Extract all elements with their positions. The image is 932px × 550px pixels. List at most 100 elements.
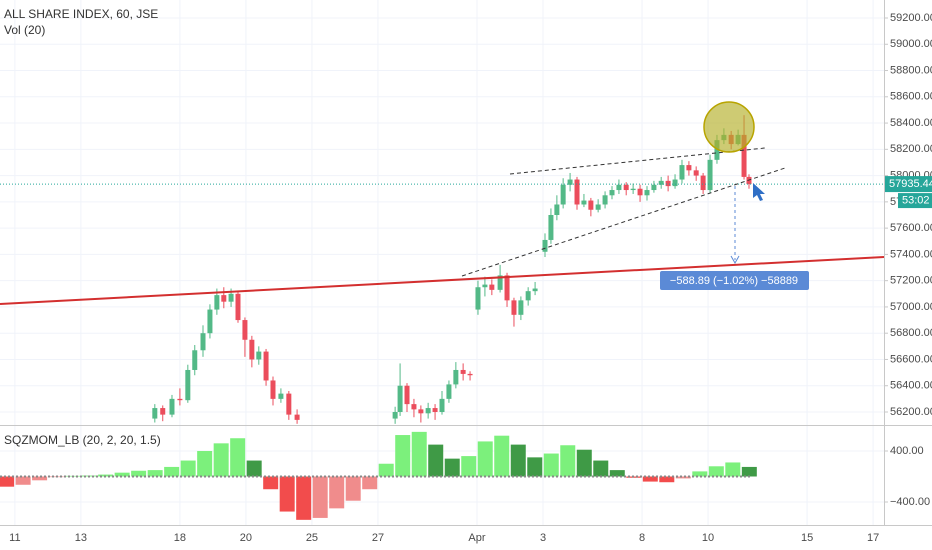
candle-body [200, 333, 206, 351]
y-tick-label: 58600.00 [890, 91, 932, 103]
candle-body [152, 408, 158, 419]
momentum-bar [461, 456, 477, 477]
momentum-bar [312, 476, 328, 518]
measure-arrowhead [730, 255, 740, 265]
momentum-bar [378, 463, 394, 477]
momentum-bar [659, 476, 675, 483]
momentum-bar [576, 449, 592, 477]
momentum-bar [642, 476, 658, 482]
x-tick-label: 17 [867, 532, 879, 544]
momentum-bar [279, 476, 295, 512]
x-tick-label: 27 [372, 532, 384, 544]
momentum-bar [0, 476, 15, 487]
momentum-bar [560, 445, 576, 477]
y-tick-label: −400.00 [890, 496, 930, 508]
candle-body [185, 369, 191, 401]
candle-body [497, 275, 503, 290]
last-price-label: 57935.44 [889, 178, 932, 190]
candle-body [518, 300, 524, 315]
y-tick-label: 59000.00 [890, 38, 932, 50]
candle-body [623, 184, 629, 191]
x-tick-label: 8 [639, 532, 645, 544]
momentum-bar [675, 476, 691, 479]
candle-body [453, 369, 459, 385]
momentum-bar [510, 444, 526, 477]
wedge-lower [461, 167, 786, 277]
candle-body [707, 159, 713, 191]
candle-body [192, 350, 198, 370]
candle-body [672, 179, 678, 187]
momentum-bar [180, 460, 196, 477]
candle-body [616, 184, 622, 191]
candle-body [467, 373, 473, 376]
axis-layer: 11 13 18 20 25 27 Apr 3 8 10 15 17 56200.00 56400.00 5… [9, 12, 932, 544]
momentum-bar [213, 443, 229, 477]
candle-body [249, 339, 255, 360]
momentum-bar [345, 476, 361, 501]
momentum-bar [362, 476, 378, 490]
momentum-bar [131, 470, 147, 477]
candle-body [658, 180, 664, 185]
wedge-upper [509, 147, 766, 175]
momentum-bar [428, 444, 444, 477]
candle-body [392, 411, 398, 419]
candle-body [741, 134, 747, 177]
x-tick-label: 15 [801, 532, 813, 544]
momentum-bar [329, 476, 345, 509]
x-tick-label: 13 [75, 532, 87, 544]
momentum-bar [444, 458, 460, 477]
candle-body [278, 393, 284, 399]
momentum-bar [164, 466, 180, 477]
candle-body [439, 398, 445, 412]
x-tick-label: Apr [468, 532, 485, 544]
measure-box [660, 271, 809, 290]
y-tick-label: 58400.00 [890, 117, 932, 129]
momentum-bar [114, 472, 130, 477]
candle-body [714, 140, 720, 160]
candle-body [228, 293, 234, 302]
x-tick-label: 18 [174, 532, 186, 544]
candle-body [242, 320, 248, 340]
y-tick-label: 56200.00 [890, 406, 932, 418]
candle-body [609, 190, 615, 196]
candle-body [665, 180, 671, 187]
momentum-bar [741, 466, 757, 477]
candle-body [588, 200, 594, 210]
momentum-bar [725, 462, 741, 477]
candle-body [432, 408, 438, 412]
candle-body [651, 184, 657, 191]
y-tick-label: 58200.00 [890, 143, 932, 155]
candle-body [460, 369, 466, 374]
candle-body [418, 409, 424, 414]
countdown-label: 53:02 [902, 194, 930, 206]
chart-title: ALL SHARE INDEX, 60, JSE [4, 7, 158, 21]
momentum-bar [543, 453, 559, 477]
candle-body [256, 351, 262, 360]
x-tick-label: 25 [306, 532, 318, 544]
candle-body [411, 404, 417, 410]
y-tick-label: 58800.00 [890, 64, 932, 76]
candle-body [221, 295, 227, 302]
x-tick-label: 10 [702, 532, 714, 544]
candle-body [554, 204, 560, 215]
candle-body [160, 408, 166, 415]
candle-body [560, 184, 566, 205]
x-tick-label: 20 [240, 532, 252, 544]
candle-body [294, 414, 300, 420]
candle-body [446, 384, 452, 399]
candle-body [602, 195, 608, 205]
x-tick-label: 3 [540, 532, 546, 544]
x-tick-label: 11 [9, 532, 20, 544]
y-tick-label: 57200.00 [890, 275, 932, 287]
indicator-title: SQZMOM_LB (20, 2, 20, 1.5) [4, 433, 161, 447]
candle-body [504, 275, 510, 301]
momentum-bar [708, 466, 724, 477]
y-tick-label: 59200.00 [890, 12, 932, 24]
last-price-box [885, 176, 932, 193]
candle-body [542, 239, 548, 252]
momentum-bar [395, 435, 411, 477]
candle-body [425, 408, 431, 414]
candle-body [567, 179, 573, 185]
candle-body [397, 385, 403, 412]
candle-body [214, 295, 220, 310]
